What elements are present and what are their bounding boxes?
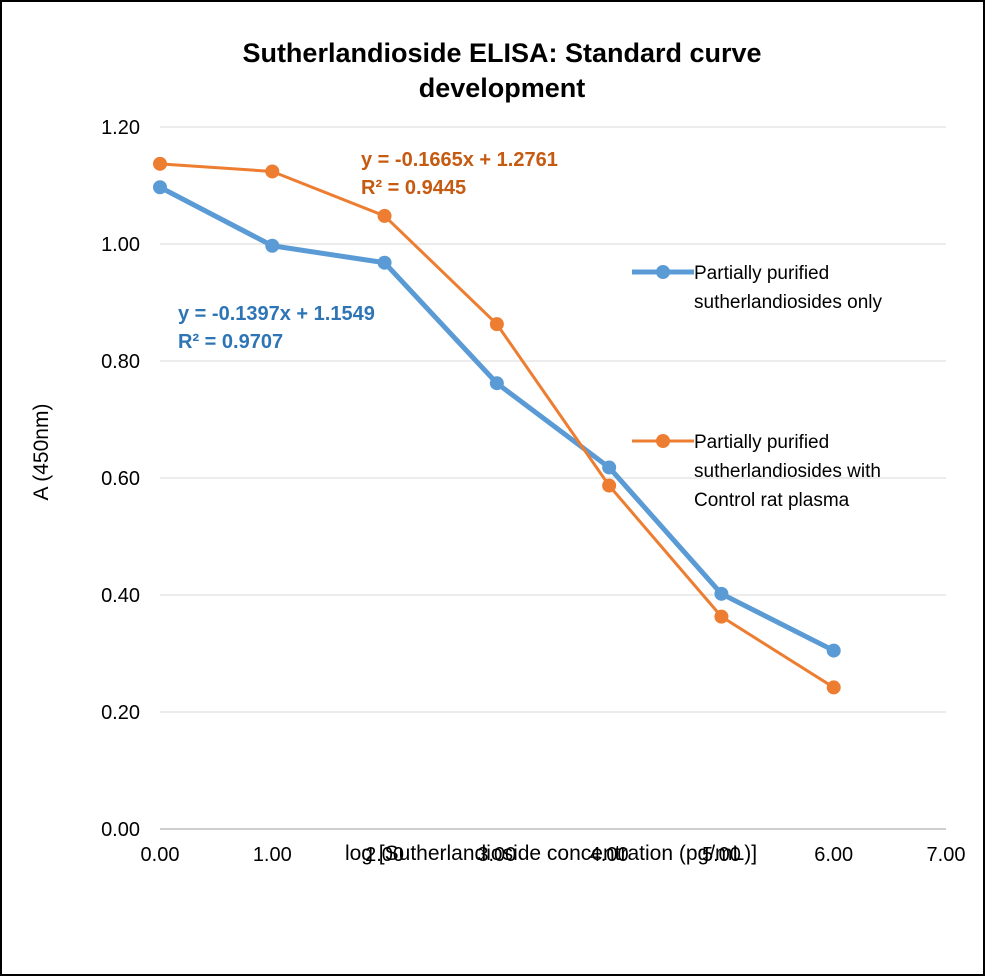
legend-entry-series-2: Partially purified sutherlandiosides wit… bbox=[632, 432, 881, 511]
legend-label-series-1-line-1: Partially purified bbox=[694, 263, 829, 284]
x-tick-label: 6.00 bbox=[814, 844, 853, 866]
series-1 bbox=[153, 180, 841, 658]
data-point bbox=[602, 478, 617, 493]
trendline-equation-series-1: y = -0.1397x + 1.1549 bbox=[178, 303, 375, 325]
y-tick-label: 0.00 bbox=[101, 819, 140, 841]
y-tick-label: 0.20 bbox=[101, 702, 140, 724]
trendline-equation-series-2: y = -0.1665x + 1.2761 bbox=[361, 149, 558, 171]
y-tick-label: 0.80 bbox=[101, 351, 140, 373]
y-tick-label: 1.00 bbox=[101, 234, 140, 256]
legend-label-series-1-line-2: sutherlandiosides only bbox=[694, 292, 883, 313]
x-axis-label: log [Sutherlandioside concentration (pg/… bbox=[345, 842, 757, 865]
trendline-r-squared-series-2: R² = 0.9445 bbox=[361, 177, 466, 199]
data-point bbox=[602, 460, 617, 475]
x-tick-labels: 0.00 1.00 2.00 3.00 4.00 5.00 6.00 7.00 bbox=[141, 844, 966, 866]
data-point bbox=[377, 208, 392, 223]
legend-label-series-2-line-2: sutherlandiosides with bbox=[694, 461, 881, 482]
chart-title-line-2: development bbox=[419, 73, 586, 103]
legend-label-series-2-line-3: Control rat plasma bbox=[694, 490, 850, 511]
data-point bbox=[826, 643, 841, 658]
x-tick-label: 1.00 bbox=[253, 844, 292, 866]
x-tick-label: 3.00 bbox=[477, 844, 516, 866]
x-tick-label: 2.00 bbox=[365, 844, 404, 866]
gridlines bbox=[160, 126, 946, 713]
data-point bbox=[153, 156, 167, 171]
data-point bbox=[489, 317, 504, 332]
series-1-line bbox=[158, 185, 835, 653]
x-tick-label: 7.00 bbox=[927, 844, 966, 866]
data-point bbox=[153, 180, 167, 195]
trendline-r-squared-series-1: R² = 0.9707 bbox=[178, 331, 283, 353]
data-point bbox=[265, 164, 280, 179]
legend-label-series-2-line-1: Partially purified bbox=[694, 432, 829, 453]
data-point bbox=[377, 255, 392, 270]
series-lines bbox=[153, 156, 841, 695]
y-tick-labels: 0.00 0.20 0.40 0.60 0.80 1.00 1.20 bbox=[101, 117, 140, 841]
data-point bbox=[714, 586, 729, 601]
data-point bbox=[265, 238, 280, 253]
y-tick-label: 0.40 bbox=[101, 585, 140, 607]
y-tick-label: 0.60 bbox=[101, 468, 140, 490]
y-axis-label: A (450nm) bbox=[30, 404, 53, 501]
data-point bbox=[826, 680, 841, 695]
x-tick-label: 5.00 bbox=[702, 844, 741, 866]
chart-title-line-1: Sutherlandioside ELISA: Standard curve bbox=[242, 38, 761, 68]
data-point bbox=[714, 609, 729, 624]
series-2 bbox=[153, 156, 841, 695]
legend-marker-series-1 bbox=[656, 265, 670, 279]
legend-marker-series-2 bbox=[656, 434, 670, 448]
x-tick-label: 0.00 bbox=[141, 844, 180, 866]
data-point bbox=[489, 376, 504, 391]
legend-entry-series-1: Partially purified sutherlandiosides onl… bbox=[632, 263, 883, 313]
y-tick-label: 1.20 bbox=[101, 117, 140, 139]
x-tick-label: 4.00 bbox=[590, 844, 629, 866]
